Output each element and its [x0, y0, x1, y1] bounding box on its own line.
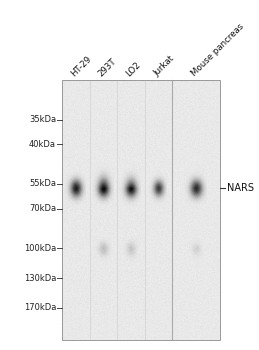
Text: 70kDa: 70kDa — [29, 204, 56, 214]
Text: 170kDa: 170kDa — [24, 303, 56, 312]
Text: 40kDa: 40kDa — [29, 140, 56, 149]
Text: 130kDa: 130kDa — [24, 274, 56, 282]
Text: 55kDa: 55kDa — [29, 180, 56, 189]
Bar — [62, 80, 220, 340]
Text: HT-29: HT-29 — [69, 54, 93, 78]
Text: 293T: 293T — [97, 56, 119, 78]
Text: NARS: NARS — [227, 183, 254, 193]
Text: Mouse pancreas: Mouse pancreas — [190, 22, 246, 78]
Text: Jurkat: Jurkat — [152, 54, 176, 78]
Text: LO2: LO2 — [124, 60, 143, 78]
Text: 100kDa: 100kDa — [24, 244, 56, 253]
Text: 35kDa: 35kDa — [29, 115, 56, 124]
